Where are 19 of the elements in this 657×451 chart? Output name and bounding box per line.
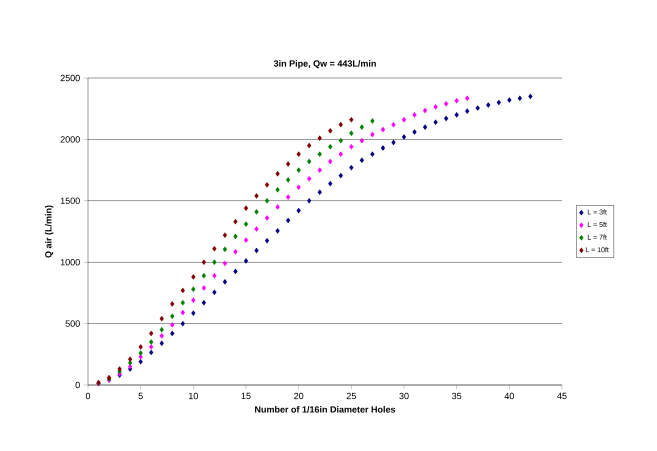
x-tick-label: 10 <box>189 392 198 400</box>
x-tick-label: 0 <box>86 392 90 400</box>
x-tick-label: 20 <box>294 392 304 400</box>
x-tick-label: 45 <box>557 392 567 400</box>
y-tick-label: 1000 <box>60 259 80 266</box>
y-tick-label: 0 <box>76 382 80 388</box>
x-tick-label: 25 <box>346 392 356 400</box>
y-tick-label: 1500 <box>60 198 80 204</box>
x-tick-label: 15 <box>242 392 251 400</box>
y-axis-title: Q air (L/min) <box>44 205 54 258</box>
chart-title: 3in Pipe, Qw = 443L/min <box>274 60 376 68</box>
x-tick-label: 30 <box>399 392 409 400</box>
x-tick-label: 5 <box>138 392 143 400</box>
x-tick-label: 35 <box>452 392 462 400</box>
x-tick-label: 40 <box>504 392 514 400</box>
y-tick-label: 2500 <box>60 74 80 82</box>
y-tick-label: 2000 <box>60 136 80 143</box>
x-axis-title: Number of 1/16in Diameter Holes <box>255 406 396 413</box>
y-tick-label: 500 <box>66 320 80 327</box>
